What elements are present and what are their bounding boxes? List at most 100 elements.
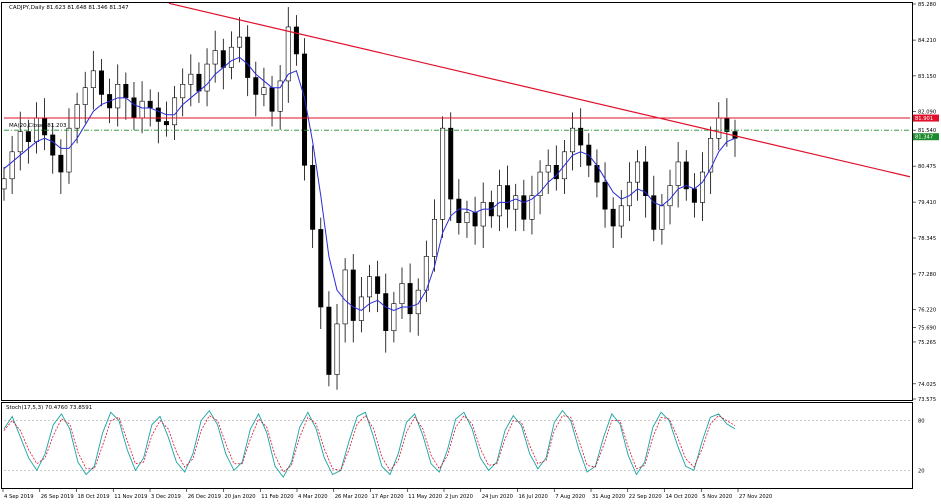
candle-body — [155, 107, 161, 122]
candle-body — [448, 127, 454, 200]
candle-body — [618, 205, 624, 227]
candle-body — [115, 84, 121, 109]
candle-body — [342, 269, 348, 325]
candle-body — [667, 185, 673, 207]
trendline — [168, 2, 911, 178]
ma-indicator-label: MA(20,Close) 81.203 — [9, 123, 67, 129]
candle-body — [212, 50, 218, 65]
candle-body — [25, 131, 31, 142]
price-tick-label: 76.220 — [918, 308, 936, 314]
time-tick-label: 17 Apr 2020 — [372, 494, 404, 500]
price-box-label: 81.347 — [915, 135, 933, 141]
candle-body — [391, 303, 397, 331]
candle-body — [415, 289, 421, 315]
stoch-indicator-label: Stoch(17,5,3) 70.4760 73.8591 — [6, 405, 92, 411]
price-tick-label: 73.575 — [918, 397, 936, 403]
candle-body — [285, 26, 291, 82]
stoch-k-line — [3, 409, 736, 478]
price-tick-label: 83.150 — [918, 74, 936, 80]
price-tick-label: 79.410 — [918, 200, 936, 206]
candle-body — [708, 138, 714, 173]
candle-body — [302, 53, 308, 166]
candle-body — [440, 127, 446, 220]
time-tick-label: 16 Jul 2020 — [519, 494, 548, 500]
time-tick-label: 18 Oct 2019 — [78, 494, 110, 500]
candle-body — [220, 50, 226, 68]
candle-body — [261, 87, 267, 95]
candle-body — [123, 84, 129, 99]
price-tick-label: 75.690 — [918, 326, 936, 332]
symbol-header: CADJPY,Daily 81.623 81.648 81.346 81.347 — [9, 5, 129, 11]
stoch-d-line — [3, 414, 736, 473]
candle-body — [659, 205, 665, 230]
price-box-label: 81.901 — [915, 116, 933, 122]
time-tick-label: 11 Feb 2020 — [261, 494, 293, 500]
price-tick-label: 75.265 — [918, 340, 936, 346]
candle-body — [700, 171, 706, 203]
price-box — [913, 133, 939, 141]
candle-body — [90, 70, 96, 88]
candle-body — [17, 131, 23, 153]
candle-body — [407, 283, 413, 315]
candle-body — [570, 127, 576, 153]
candle-body — [131, 97, 137, 119]
candle-body — [310, 165, 316, 230]
time-tick-label: 4 Sep 2019 — [4, 494, 34, 500]
candle-body — [602, 181, 608, 210]
price-tick-label: 85.280 — [918, 2, 936, 8]
candle-body — [610, 208, 616, 227]
candle-body — [472, 212, 478, 227]
candle-body — [529, 195, 535, 220]
candle-body — [431, 219, 437, 257]
price-box — [913, 114, 939, 122]
time-tick-label: 26 Mar 2020 — [335, 494, 368, 500]
time-tick-label: 31 Aug 2020 — [592, 494, 625, 500]
candle-body — [350, 269, 356, 321]
candle-body — [318, 229, 324, 308]
candle-body — [269, 87, 275, 112]
candle-body — [651, 195, 657, 230]
candle-body — [635, 161, 641, 183]
time-tick-label: 7 Aug 2020 — [555, 494, 585, 500]
candle-body — [172, 97, 178, 126]
candle-body — [277, 80, 283, 112]
candle-body — [180, 84, 186, 99]
ma-line — [3, 56, 736, 311]
candle-body — [237, 36, 243, 48]
stoch-panel — [1, 402, 913, 489]
candle-body — [505, 185, 511, 210]
time-tick-label: 20 Jan 2020 — [225, 494, 256, 500]
candle-body — [683, 161, 689, 190]
time-tick-label: 27 Nov 2020 — [739, 494, 772, 500]
time-tick-label: 11 May 2020 — [408, 494, 442, 500]
candle-body — [464, 212, 470, 223]
candle-body — [74, 104, 80, 129]
candle-body — [724, 117, 730, 132]
stoch-tick-label: 20 — [918, 468, 925, 474]
candle-body — [228, 46, 234, 68]
candle-body — [496, 185, 502, 217]
time-tick-label: 4 Mar 2020 — [298, 494, 328, 500]
price-axis: 85.280 84.210 83.150 82.090 81.540 80.475 79.4… — [912, 2, 939, 403]
candle-body — [578, 127, 584, 146]
price-tick-label: 78.345 — [918, 236, 936, 242]
candle-body — [9, 151, 15, 180]
time-tick-label: 2 Jun 2020 — [445, 494, 473, 500]
time-tick-label: 3 Dec 2019 — [151, 494, 181, 500]
price-tick-label: 74.025 — [918, 382, 936, 388]
candle-body — [204, 63, 210, 92]
stoch-tick-label: 80 — [918, 419, 925, 425]
candle-body — [383, 293, 389, 331]
candle-body — [521, 195, 527, 220]
candle-body — [66, 127, 72, 173]
time-tick-label: 5 Nov 2020 — [702, 494, 732, 500]
candle-body — [98, 70, 104, 95]
candle-body — [58, 154, 64, 173]
candle-body — [139, 100, 145, 119]
candle-body — [691, 188, 697, 203]
candle-body — [253, 77, 259, 95]
candle-body — [334, 323, 340, 375]
time-tick-label: 24 Jun 2020 — [482, 494, 513, 500]
